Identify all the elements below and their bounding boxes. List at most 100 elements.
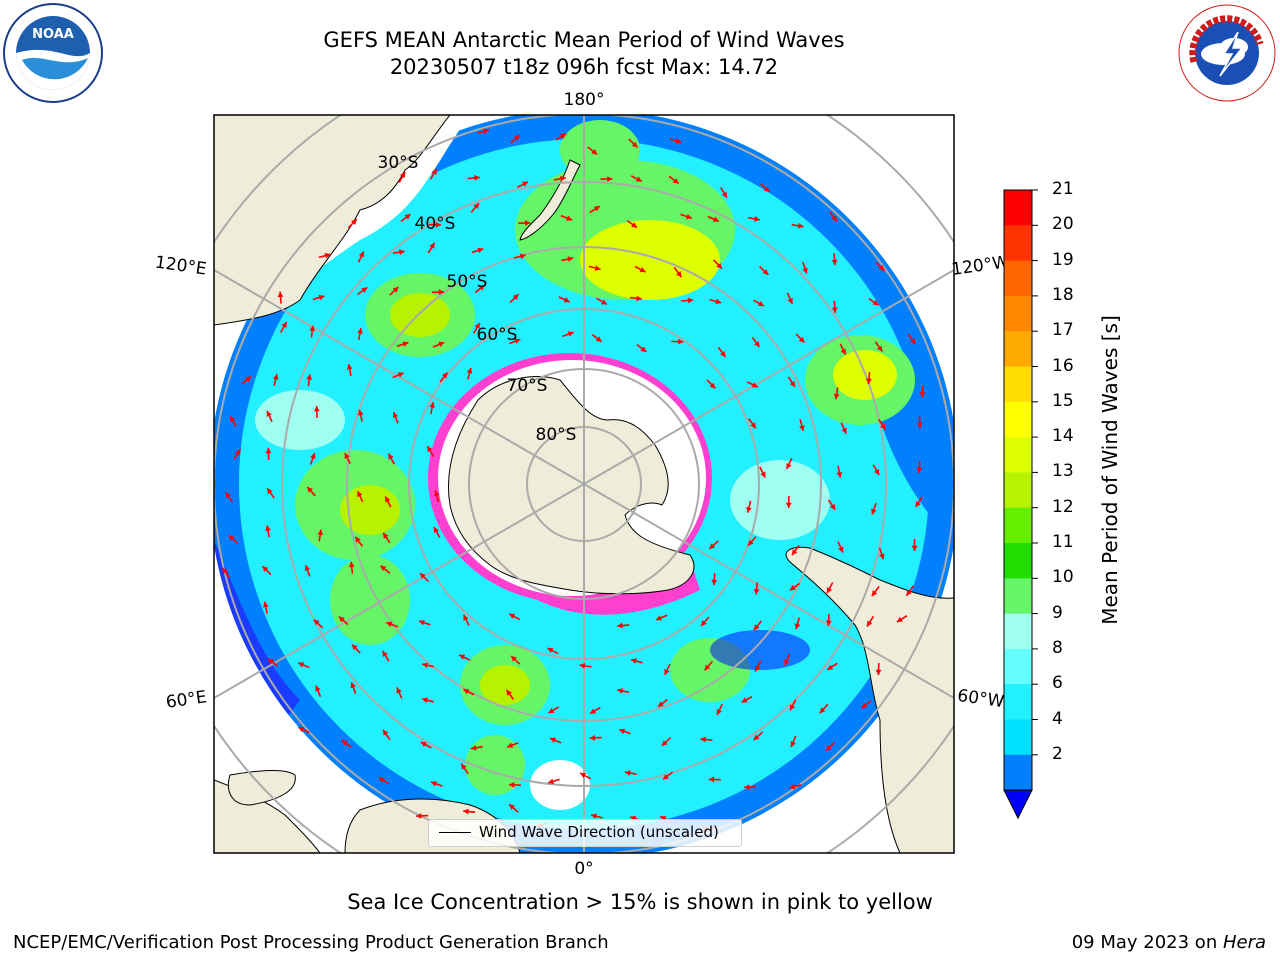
wave-arrow-head bbox=[317, 529, 324, 536]
wave-arrow-head bbox=[872, 299, 879, 306]
wave-arrow-head bbox=[819, 707, 826, 714]
wave-arrow-head bbox=[753, 588, 760, 595]
wave-arrow-head bbox=[433, 490, 440, 497]
colorbar-segment bbox=[1004, 472, 1032, 509]
wave-arrow-head bbox=[378, 777, 385, 783]
wave-arrow-head bbox=[871, 508, 877, 515]
wave-arrow-head bbox=[715, 298, 722, 305]
wave-arrow-head bbox=[386, 621, 393, 628]
colorbar-segment bbox=[1004, 295, 1032, 332]
wave-arrow-head bbox=[351, 219, 357, 225]
wave-arrow-head bbox=[461, 763, 467, 770]
wave-arrow-head bbox=[385, 496, 391, 503]
colorbar-tick-label: 9 bbox=[1052, 602, 1063, 623]
wave-arrow-head bbox=[662, 773, 669, 780]
wave-arrow-head bbox=[382, 729, 389, 736]
wave-arrow-head bbox=[639, 267, 646, 273]
wave-arrow-head bbox=[506, 689, 512, 696]
wave-arrow-head bbox=[397, 372, 404, 378]
wave-arrow-head bbox=[790, 741, 796, 748]
colorbar-outline bbox=[1003, 189, 1033, 791]
wave-arrow-head bbox=[507, 742, 514, 748]
colorbar bbox=[1003, 189, 1038, 820]
colorbar-tick-label: 8 bbox=[1052, 637, 1063, 658]
wave-arrow-head bbox=[798, 336, 805, 343]
wave-arrow-head bbox=[591, 813, 597, 819]
wave-arrow-head bbox=[433, 526, 439, 533]
wave-arrow-head bbox=[701, 620, 707, 627]
lat-label-40s: 40°S bbox=[415, 214, 456, 234]
lat-label-70s: 70°S bbox=[507, 376, 548, 396]
wave-arrow-head bbox=[784, 659, 790, 666]
wave-arrow-head bbox=[751, 382, 758, 388]
wave-arrow-head bbox=[825, 744, 832, 751]
wave-arrow-head bbox=[431, 168, 437, 175]
wave-arrow-head bbox=[794, 623, 801, 630]
colorbar-tick-label: 21 bbox=[1052, 179, 1074, 199]
wave-arrow-head bbox=[789, 783, 796, 790]
wave-arrow-head bbox=[357, 409, 364, 416]
wave-arrow-head bbox=[861, 702, 868, 709]
wave-arrow-head bbox=[916, 467, 923, 474]
wave-arrow-head bbox=[550, 737, 557, 743]
colorbar-segment bbox=[1004, 260, 1032, 297]
wave-arrow-head bbox=[398, 249, 405, 256]
wave-arrow-head bbox=[594, 265, 601, 271]
wave-arrow-head bbox=[716, 262, 722, 269]
wave-arrow-head bbox=[911, 545, 918, 552]
wave-arrow-head bbox=[655, 615, 662, 621]
wave-arrow-head bbox=[630, 658, 637, 664]
colorbar-tick-label: 14 bbox=[1052, 426, 1074, 447]
lon-label-0: 0° bbox=[574, 859, 593, 879]
wave-arrow-head bbox=[760, 471, 766, 478]
wave-arrow-head bbox=[548, 778, 554, 785]
legend-line-icon bbox=[439, 832, 471, 833]
lat-label-80s: 80°S bbox=[536, 425, 577, 445]
wave-arrow-head bbox=[685, 213, 692, 220]
wave-arrow-head bbox=[522, 181, 529, 187]
wave-arrow-head bbox=[309, 325, 316, 332]
wave-arrow-head bbox=[675, 138, 682, 144]
wave-arrow-head bbox=[827, 587, 833, 594]
wave-arrow-head bbox=[799, 425, 805, 431]
wave-arrow-head bbox=[909, 338, 916, 345]
wave-arrow-head bbox=[470, 744, 477, 751]
wave-arrow-head bbox=[429, 242, 435, 249]
wave-arrow-head bbox=[712, 216, 719, 222]
wave-arrow-head bbox=[265, 447, 272, 454]
colorbar-segment bbox=[1004, 507, 1032, 544]
wave-arrow-head bbox=[380, 565, 387, 572]
footer-machine: Hera bbox=[1222, 932, 1266, 953]
colorbar-tick-label: 12 bbox=[1052, 496, 1074, 517]
lat-label-60s: 60°S bbox=[477, 325, 518, 345]
wave-arrow-head bbox=[672, 178, 679, 184]
wave-arrow-head bbox=[313, 405, 320, 412]
wave-arrow-head bbox=[422, 697, 428, 704]
wave-arrow-head bbox=[747, 539, 754, 546]
wave-arrow-head bbox=[466, 367, 473, 374]
wave-arrow-head bbox=[430, 781, 437, 787]
wave-arrow-head bbox=[746, 506, 752, 513]
wave-arrow-head bbox=[524, 220, 531, 226]
colorbar-tick-label: 15 bbox=[1052, 390, 1074, 411]
footer-date: 09 May 2023 on Hera bbox=[1072, 932, 1266, 953]
wave-arrow-head bbox=[298, 662, 305, 668]
wave-arrow-head bbox=[306, 374, 313, 380]
wave-arrow-head bbox=[619, 728, 626, 735]
colorbar-segment bbox=[1004, 613, 1032, 650]
wave-arrow-head bbox=[676, 271, 682, 278]
wave-arrow-head bbox=[427, 446, 433, 453]
wave-arrow-head bbox=[833, 393, 840, 400]
colorbar-segment bbox=[1004, 543, 1032, 579]
chart-subtitle: 20230507 t18z 096h fcst Max: 14.72 bbox=[389, 55, 779, 79]
wave-arrow-head bbox=[787, 297, 793, 304]
footer-credit: NCEP/EMC/Verification Post Processing Pr… bbox=[13, 932, 609, 953]
wave-arrow-head bbox=[720, 351, 726, 358]
wave-arrow-head bbox=[664, 668, 670, 675]
wave-arrow-head bbox=[267, 488, 273, 495]
wave-arrow-head bbox=[753, 734, 760, 741]
wave-arrow-head bbox=[514, 135, 521, 141]
wave-arrow-head bbox=[589, 734, 596, 741]
wave-arrow-head bbox=[473, 203, 479, 210]
wave-arrow-head bbox=[225, 492, 231, 499]
